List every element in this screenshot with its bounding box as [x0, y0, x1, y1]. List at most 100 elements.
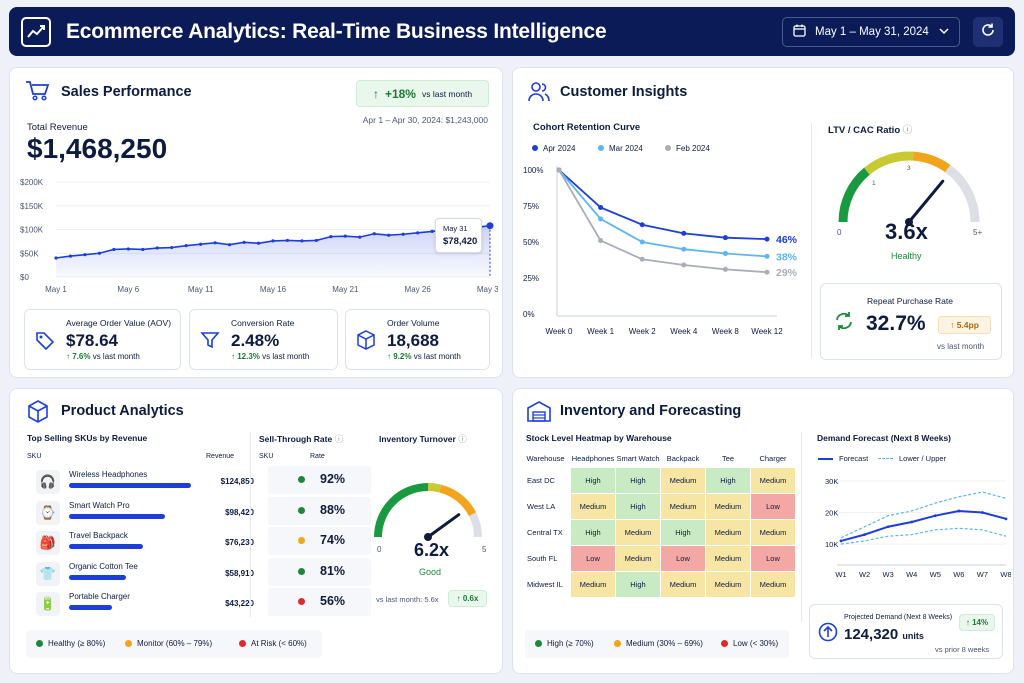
revenue-point: [343, 234, 347, 238]
forecast-point: [839, 539, 843, 543]
sell-through-row: 74%: [268, 527, 371, 555]
y-tick-label: $200K: [20, 178, 44, 187]
info-icon[interactable]: ⓘ: [334, 434, 344, 444]
repeat-purchase-sub: vs last month: [937, 342, 985, 351]
revenue-col-header: Revenue: [206, 453, 235, 460]
sku-row[interactable]: ⌚ Smart Watch Pro $98,420: [36, 499, 254, 526]
sales-performance-card: Sales Performance ↑ +18% vs last month Tot…: [9, 67, 503, 378]
sell-through-rate: 56%: [320, 594, 346, 608]
sku-revenue: $98,420: [225, 507, 254, 517]
heatmap-col-header: Tee: [721, 454, 735, 464]
retention-point: [764, 269, 770, 275]
divider: [801, 432, 802, 622]
legend-monitor: Monitor (60% – 79%): [125, 639, 212, 648]
legend-label: Feb 2024: [676, 144, 710, 153]
heatmap-cell[interactable]: High: [660, 518, 706, 546]
heatmap-cell[interactable]: Medium: [660, 570, 706, 598]
sku-row[interactable]: 👕 Organic Cotton Tee $58,910: [36, 560, 254, 587]
heatmap-cell[interactable]: High: [615, 570, 661, 598]
revenue-point: [199, 242, 203, 246]
heatmap-cell[interactable]: High: [615, 492, 661, 520]
retention-point: [764, 253, 770, 259]
total-revenue-value: $1,468,250: [27, 133, 168, 164]
heatmap-cell[interactable]: Medium: [750, 570, 796, 598]
forecast-point: [1004, 517, 1008, 521]
ltv-gauge-arc: [945, 164, 980, 223]
aov-value: $78.64: [66, 331, 118, 350]
st-sku-col-header: SKU: [259, 453, 274, 460]
heatmap-cell[interactable]: Medium: [615, 544, 661, 572]
sell-through-row: 88%: [268, 496, 371, 525]
revenue-point: [97, 251, 101, 255]
heatmap-cell[interactable]: Medium: [660, 492, 706, 520]
projected-demand-card: Projected Demand (Next 8 Weeks) 124,320 …: [809, 604, 1003, 659]
date-range-label: May 1 – May 31, 2024: [815, 26, 929, 38]
revenue-point: [271, 239, 275, 243]
heatmap-cell[interactable]: High: [705, 466, 751, 494]
revenue-point: [184, 244, 188, 248]
info-icon[interactable]: ⓘ: [458, 434, 467, 444]
aov-change: ↑ 7.6% vs last month: [66, 352, 140, 361]
arrow-up-icon: ↑: [372, 86, 379, 101]
turnover-gauge-arc: [427, 483, 442, 493]
shopping-cart-icon: [25, 80, 50, 107]
heatmap-cell[interactable]: Low: [660, 544, 706, 572]
forecast-band-line: [840, 491, 1007, 539]
heatmap-cell[interactable]: Low: [570, 544, 616, 572]
y-tick-label: $100K: [20, 226, 44, 235]
y-tick-label: 50%: [523, 238, 539, 247]
sku-revenue: $76,230: [225, 538, 254, 547]
heatmap-cell[interactable]: Low: [750, 492, 796, 520]
retention-point: [556, 167, 562, 173]
retention-line: [558, 169, 768, 241]
sku-revenue: $43,220: [225, 599, 254, 608]
heatmap-cell[interactable]: Medium: [570, 492, 616, 520]
calendar-icon: [793, 24, 806, 40]
turnover-gauge-arc: [374, 483, 429, 538]
date-range-picker[interactable]: May 1 – May 31, 2024: [782, 17, 960, 47]
retention-point: [722, 266, 728, 272]
heatmap-cell[interactable]: High: [570, 466, 616, 494]
info-icon[interactable]: ⓘ: [902, 125, 913, 136]
heatmap-cell[interactable]: Medium: [750, 518, 796, 546]
warehouse-name: East DC: [524, 466, 571, 494]
sku-row[interactable]: 🎒 Travel Backpack $76,230: [36, 529, 254, 556]
revenue-point: [401, 232, 405, 236]
revenue-bar: [69, 513, 165, 519]
top-skus-title: Top Selling SKUs by Revenue: [27, 433, 148, 443]
tooltip-value: $78,420: [443, 236, 478, 247]
product-thumbnail-icon: 🎧: [36, 470, 60, 494]
arrow-up-circle-icon: [818, 622, 838, 647]
heatmap-cell[interactable]: Medium: [705, 570, 751, 598]
heatmap-cell[interactable]: Medium: [660, 466, 706, 494]
heatmap-cell[interactable]: High: [615, 466, 661, 494]
revenue-point: [126, 247, 130, 251]
heatmap-cell[interactable]: Medium: [750, 466, 796, 494]
warehouse-name: West LA: [524, 492, 571, 520]
heatmap-cell[interactable]: Medium: [705, 518, 751, 546]
product-thumbnail-icon: ⌚: [36, 500, 60, 525]
sku-row[interactable]: 🎧 Wireless Headphones $124,850: [36, 468, 254, 495]
heatmap-cell[interactable]: Medium: [615, 518, 661, 546]
heatmap-cell[interactable]: Medium: [570, 570, 616, 598]
warehouse-name: Midwest IL: [524, 570, 571, 598]
heatmap-cell[interactable]: Medium: [705, 544, 751, 572]
customer-insights-title: Customer Insights: [560, 84, 688, 100]
product-thumbnail-icon: 🔋: [36, 592, 60, 616]
revenue-bar: [69, 483, 191, 488]
heatmap-cell[interactable]: Medium: [705, 492, 751, 520]
chevron-down-icon: [939, 26, 949, 38]
heatmap-cell[interactable]: High: [570, 518, 616, 546]
x-tick-label: May 16: [260, 285, 287, 294]
sku-row[interactable]: 🔋 Portable Charger $43,220: [36, 590, 254, 617]
status-dot: [298, 598, 305, 605]
revenue-point: [54, 256, 58, 260]
heatmap-cell[interactable]: Low: [750, 544, 796, 572]
x-tick-label: W3: [883, 570, 894, 579]
retention-chart-title: Cohort Retention Curve: [533, 122, 641, 133]
conversion-change: ↑ 12.3% vs last month: [231, 352, 310, 361]
x-tick-label: W5: [930, 570, 941, 579]
revenue-point: [83, 253, 87, 257]
y-tick-label: 100%: [523, 166, 543, 175]
refresh-button[interactable]: [973, 17, 1003, 47]
